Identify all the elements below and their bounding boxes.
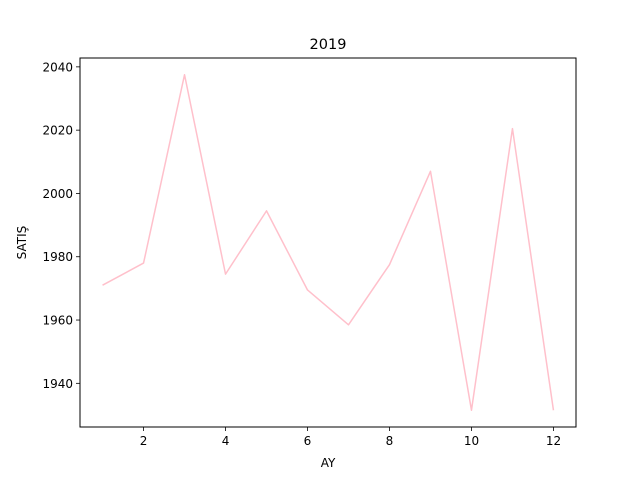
y-tick-label: 2040 [42,60,73,74]
chart-title: 2019 [310,37,347,53]
y-axis-label: SATIŞ [15,226,29,260]
x-tick-label: 6 [304,434,312,448]
x-tick-label: 12 [546,434,561,448]
data-point-month-11 [512,128,514,130]
y-tick-label: 2000 [42,187,73,201]
data-point-month-7 [348,324,350,326]
x-tick-label: 2 [140,434,148,448]
y-tick-label: 1940 [42,377,73,391]
data-point-month-12 [553,409,555,411]
series-line-0 [102,74,555,411]
data-point-month-1 [102,284,104,286]
plot-area [102,74,555,411]
x-tick-label: 10 [464,434,479,448]
data-point-month-5 [266,210,268,212]
data-point-month-2 [143,262,145,264]
x-tick-label: 4 [222,434,230,448]
x-axis-label: AY [321,456,336,470]
data-point-month-10 [471,409,473,411]
data-point-month-6 [307,289,309,291]
data-point-month-9 [430,171,432,173]
x-tick-label: 8 [386,434,394,448]
data-point-month-3 [184,74,186,76]
y-tick-label: 1980 [42,250,73,264]
data-point-month-8 [389,264,391,266]
y-tick-label: 2020 [42,124,73,138]
data-point-month-4 [225,273,227,275]
plot-frame [79,57,577,428]
axis-ticks: 2 4 6 8 10 12 1940 1960 1980 2000 2020 2040 [42,60,561,448]
y-tick-label: 1960 [42,314,73,328]
